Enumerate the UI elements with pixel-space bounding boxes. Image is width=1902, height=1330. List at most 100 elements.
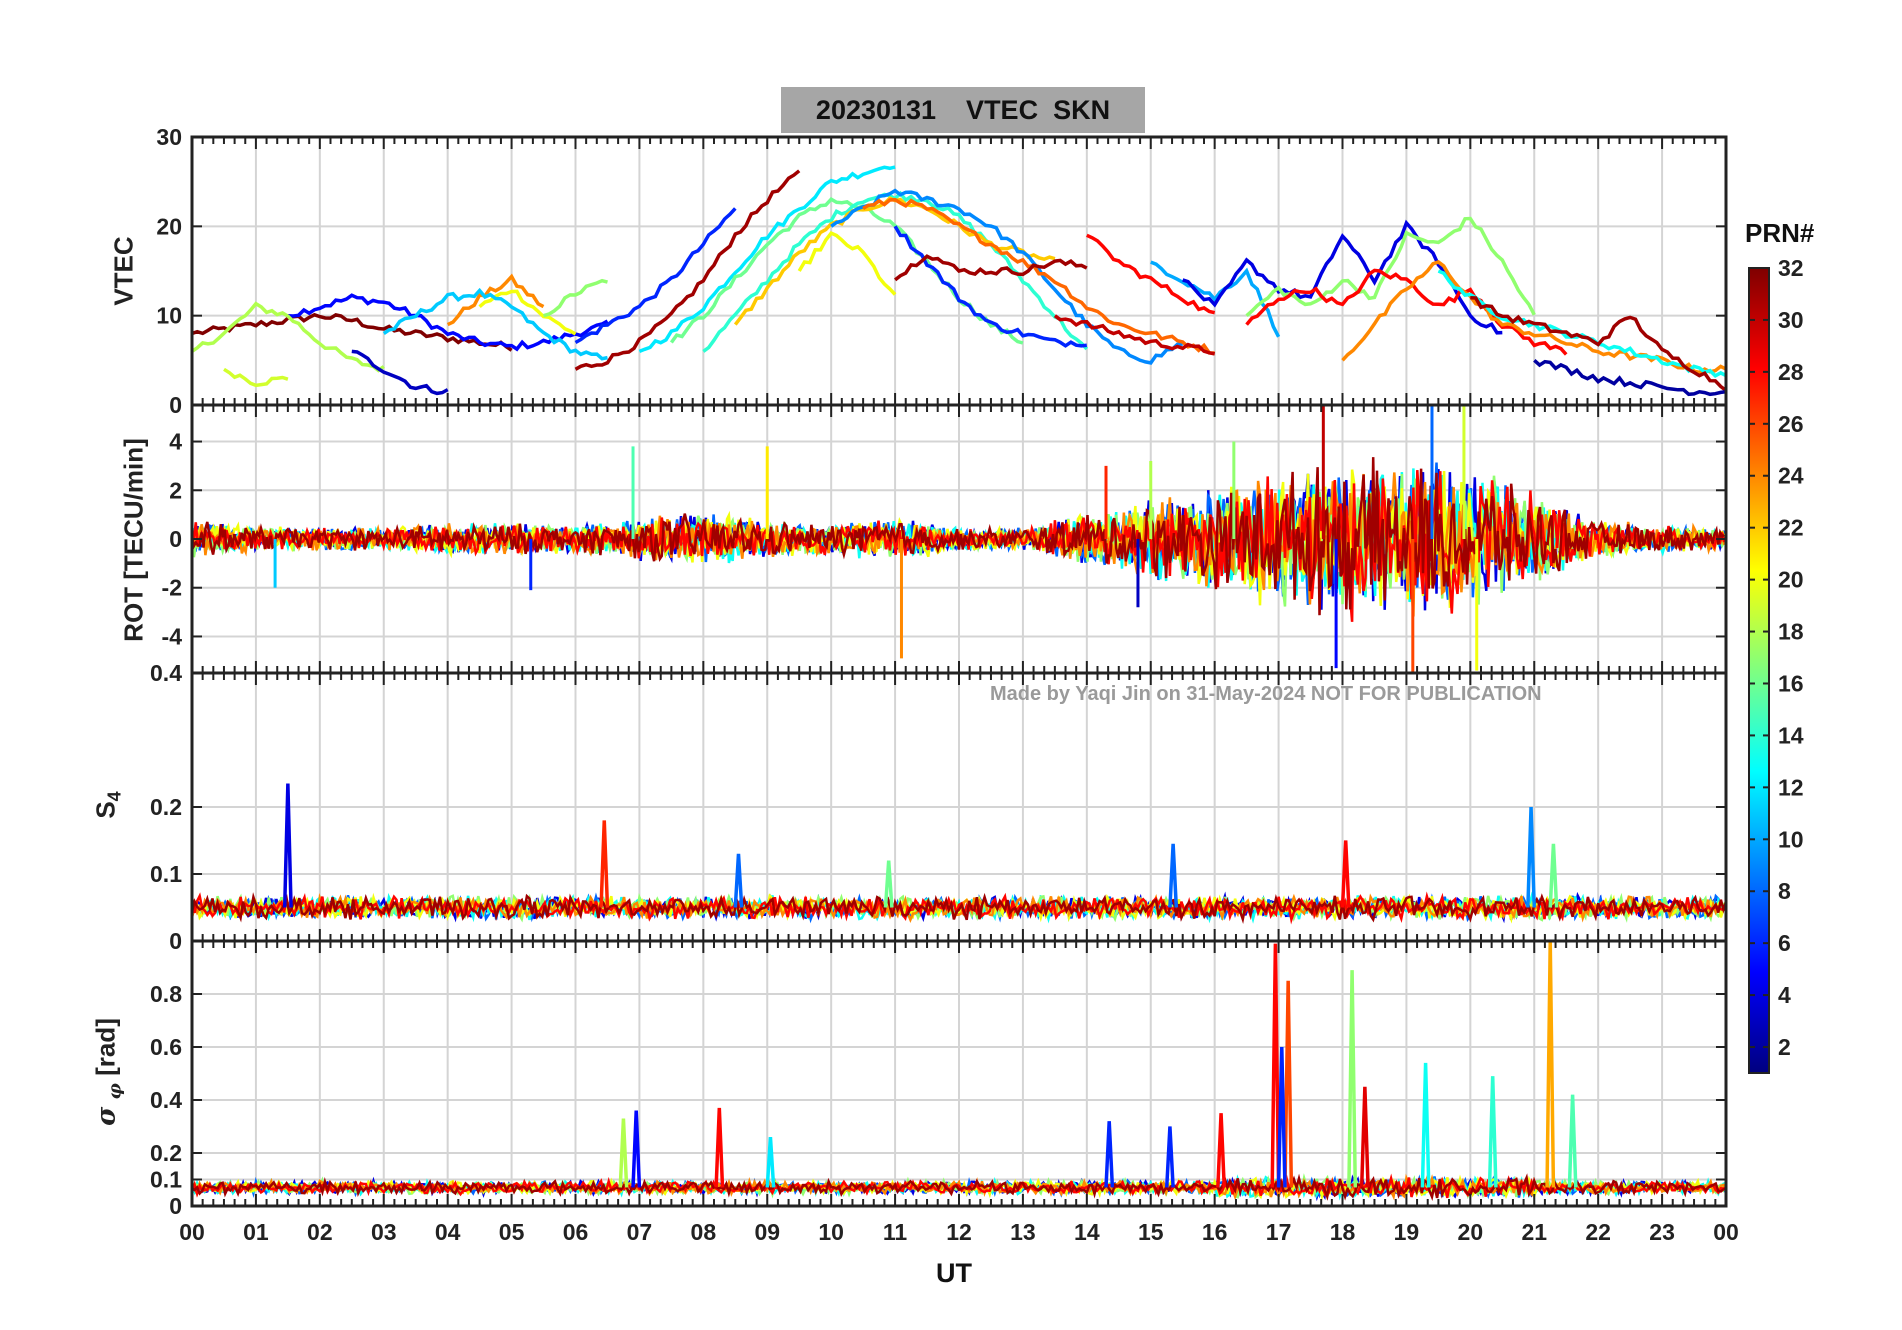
s4-y-axis-label: S4 [90, 791, 125, 819]
vtec-trace [1086, 233, 1216, 315]
x-tick-label: 22 [1585, 1219, 1611, 1245]
x-tick-label: 15 [1138, 1219, 1164, 1245]
colorbar-tick-label: 2 [1778, 1034, 1791, 1060]
y-tick-label: 0.4 [150, 660, 182, 686]
colorbar-tick-label: 10 [1778, 826, 1804, 852]
sigma-phi-spike [1420, 1062, 1431, 1188]
y-tick-label: 20 [156, 213, 182, 239]
vtec-trace [351, 349, 449, 396]
x-tick-label: 21 [1521, 1219, 1547, 1245]
vtec-trace [1245, 216, 1536, 318]
y-tick-label: 0 [169, 526, 182, 552]
sigma-phi-trace [192, 1173, 1726, 1199]
vtec-trace [574, 207, 737, 345]
sigma-phi-spike [631, 1110, 642, 1188]
sigma-phi-y-axis-label: σ φ [rad] [90, 1018, 126, 1126]
s4-spike [733, 853, 744, 908]
vtec-trace [574, 169, 801, 371]
sigma-phi-spike [1270, 943, 1281, 1188]
x-tick-label: 12 [946, 1219, 972, 1245]
vtec-trace [287, 293, 609, 352]
sigma-phi-spike [1347, 970, 1358, 1188]
sigma-phi-spike [1276, 1046, 1287, 1188]
panel-traces [192, 941, 1726, 1202]
vtec-trace [893, 225, 1087, 348]
x-tick-label: 20 [1458, 1219, 1484, 1245]
sigma-phi-spike [714, 1107, 725, 1188]
colorbar-tick-label: 28 [1778, 359, 1804, 385]
x-tick-label: 04 [435, 1219, 461, 1245]
x-tick-label: 19 [1394, 1219, 1420, 1245]
y-tick-label: 2 [169, 477, 182, 503]
y-tick-label: 0.2 [150, 1140, 182, 1166]
vtec-trace [1341, 260, 1726, 375]
colorbar-tick-label: 6 [1778, 930, 1791, 956]
sigma-phi-spike [1487, 1076, 1498, 1188]
x-tick-label: 23 [1649, 1219, 1675, 1245]
x-tick-label: 13 [1010, 1219, 1036, 1245]
y-tick-label: 0 [169, 1193, 182, 1219]
y-tick-label: 10 [156, 303, 182, 329]
vtec-trace [894, 254, 1088, 282]
x-axis-label: UT [936, 1258, 972, 1288]
vtec-trace [382, 287, 608, 361]
colorbar-tick-label: 24 [1778, 463, 1804, 489]
colorbar-tick-label: 26 [1778, 411, 1804, 437]
panel-traces [192, 405, 1726, 673]
vtec-trace [1053, 314, 1216, 356]
x-tick-label: 10 [818, 1219, 844, 1245]
x-tick-label: 14 [1074, 1219, 1100, 1245]
x-tick-label: 07 [627, 1219, 653, 1245]
sigma-phi-spike [618, 1118, 629, 1188]
vtec-y-axis-label: VTEC [108, 236, 139, 306]
x-tick-label: 05 [499, 1219, 525, 1245]
x-tick-label: 16 [1202, 1219, 1228, 1245]
vtec-trace [1533, 359, 1726, 397]
colorbar-tick-label: 14 [1778, 722, 1804, 748]
y-tick-label: 0 [169, 928, 182, 954]
axis-ticks: 0102030-4-202400.10.20.400.10.20.40.60.8… [150, 124, 1739, 1245]
x-tick-label: 17 [1266, 1219, 1292, 1245]
chart-title: 20230131 VTEC SKN [781, 87, 1145, 133]
vtec-trace [1150, 260, 1281, 338]
colorbar-tick-label: 18 [1778, 619, 1804, 645]
y-tick-label: -2 [162, 575, 182, 601]
vtec-trace [797, 231, 897, 296]
sigma-phi-spike [765, 1136, 776, 1188]
sigma-phi-spike [1567, 1094, 1578, 1188]
vtec-trace [1245, 268, 1568, 356]
panel-traces [192, 783, 1726, 925]
vtec-trace [1470, 296, 1726, 392]
x-tick-label: 00 [179, 1219, 205, 1245]
colorbar-label: PRN# [1745, 218, 1815, 248]
vtec-trace [862, 197, 1215, 355]
y-tick-label: 30 [156, 124, 182, 150]
x-tick-label: 01 [243, 1219, 269, 1245]
panel-traces [192, 165, 1726, 397]
y-tick-label: 4 [169, 429, 182, 455]
x-tick-label: 08 [691, 1219, 717, 1245]
colorbar-tick-label: 4 [1778, 982, 1791, 1008]
x-tick-label: 06 [563, 1219, 589, 1245]
s4-spike [599, 820, 610, 908]
y-tick-label: 0.6 [150, 1034, 182, 1060]
s4-spike [282, 783, 293, 908]
sigma-phi-spike [1104, 1121, 1115, 1188]
x-tick-label: 00 [1713, 1219, 1739, 1245]
sigma-phi-spike [1164, 1126, 1175, 1188]
rot-trace [192, 457, 1725, 616]
colorbar-tick-label: 8 [1778, 878, 1791, 904]
s4-trace [192, 891, 1726, 925]
x-tick-label: 09 [754, 1219, 780, 1245]
colorbar-tick-label: 20 [1778, 567, 1804, 593]
colorbar-tick-label: 12 [1778, 774, 1804, 800]
rot-y-axis-label: ROT [TECU/min] [118, 438, 149, 642]
colorbar-tick-label: 22 [1778, 515, 1804, 541]
sigma-phi-spike [1545, 941, 1556, 1188]
vtec-trace [223, 367, 289, 388]
x-tick-label: 03 [371, 1219, 397, 1245]
vtec-trace [192, 301, 385, 373]
y-tick-label: 0.8 [150, 981, 182, 1007]
x-tick-label: 11 [883, 1219, 908, 1245]
colorbar-tick-label: 32 [1778, 255, 1804, 281]
